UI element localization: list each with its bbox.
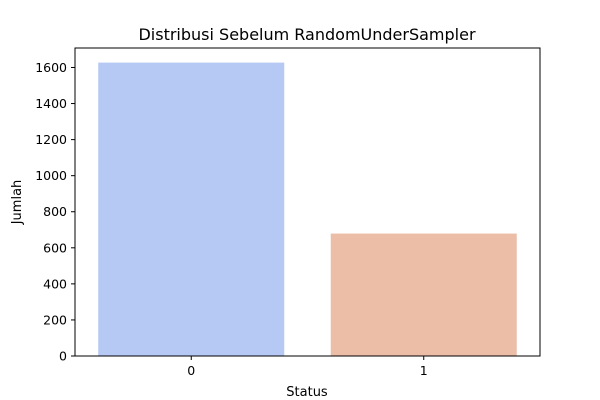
y-tick-label: 1600 — [35, 60, 67, 75]
y-tick-label: 600 — [43, 240, 67, 255]
y-tick-label: 1200 — [35, 132, 67, 147]
chart-title: Distribusi Sebelum RandomUnderSampler — [138, 25, 475, 44]
y-axis-label: Jumlah — [10, 180, 25, 226]
plot-frame — [74, 47, 541, 357]
x-tick-label: 1 — [420, 363, 428, 378]
y-tick-label: 1400 — [35, 96, 67, 111]
bar-1 — [330, 233, 517, 356]
x-axis-label: Status — [286, 385, 328, 400]
y-tick-label: 0 — [59, 349, 67, 364]
x-tick-label: 0 — [187, 363, 195, 378]
y-tick-label: 1000 — [35, 168, 67, 183]
bars-group — [98, 62, 517, 356]
y-tick-label: 800 — [43, 204, 67, 219]
y-axis: 0 200 400 600 800 1000 1200 1400 1600 — [35, 60, 75, 364]
y-tick-label: 400 — [43, 276, 67, 291]
bar-0 — [98, 62, 285, 356]
y-tick-label: 200 — [43, 312, 67, 327]
